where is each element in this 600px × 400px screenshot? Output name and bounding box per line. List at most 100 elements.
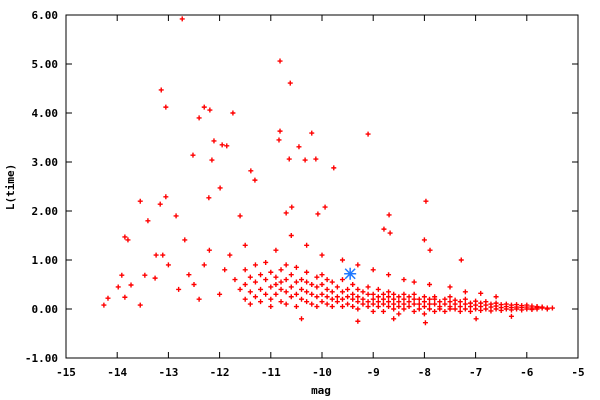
data-point-highlight: [344, 267, 357, 280]
data-point: [288, 272, 294, 278]
data-point: [125, 237, 131, 243]
data-point: [268, 296, 274, 302]
data-point: [277, 58, 283, 64]
data-point: [365, 284, 371, 290]
data-point: [299, 277, 305, 283]
data-point: [524, 302, 530, 308]
data-point: [411, 279, 417, 285]
data-point: [406, 294, 412, 300]
data-point: [268, 284, 274, 290]
data-point: [304, 269, 310, 275]
data-point: [447, 299, 453, 305]
data-point: [173, 213, 179, 219]
data-point: [329, 279, 335, 285]
data-point: [432, 308, 438, 314]
data-point: [163, 104, 169, 110]
data-point: [442, 308, 448, 314]
data-point: [529, 306, 535, 312]
x-tick-label: -8: [418, 366, 431, 379]
data-point: [339, 289, 345, 295]
data-point: [339, 304, 345, 310]
data-point: [447, 294, 453, 300]
data-point: [277, 128, 283, 134]
data-point: [273, 274, 279, 280]
data-point: [247, 274, 253, 280]
data-point: [105, 295, 111, 301]
data-point: [309, 291, 315, 297]
data-point: [467, 308, 473, 314]
x-tick-label: -9: [367, 366, 380, 379]
x-tick-label: -11: [261, 366, 281, 379]
data-point: [319, 272, 325, 278]
data-point: [355, 286, 361, 292]
data-point: [380, 301, 386, 307]
x-tick-label: -7: [469, 366, 482, 379]
data-point: [427, 247, 433, 253]
data-point: [467, 300, 473, 306]
data-point: [313, 156, 319, 162]
data-point: [380, 296, 386, 302]
data-point: [360, 301, 366, 307]
data-point: [242, 267, 248, 273]
data-point: [345, 301, 351, 307]
data-point: [293, 291, 299, 297]
data-point: [391, 296, 397, 302]
y-axis-label: L(time): [4, 164, 17, 210]
data-point: [268, 304, 274, 310]
data-point: [324, 301, 330, 307]
data-point: [237, 213, 243, 219]
y-tick-label: 5.00: [32, 58, 59, 71]
data-point: [422, 320, 428, 326]
data-point: [508, 313, 514, 319]
data-point: [401, 291, 407, 297]
data-point: [427, 306, 433, 312]
data-point: [206, 247, 212, 253]
data-point: [396, 299, 402, 305]
data-point: [360, 289, 366, 295]
data-point: [315, 211, 321, 217]
data-point: [163, 194, 169, 200]
data-point: [478, 290, 484, 296]
data-point: [493, 300, 499, 306]
data-point: [101, 302, 107, 308]
data-point: [396, 311, 402, 317]
data-point: [391, 291, 397, 297]
data-point: [286, 156, 292, 162]
data-point: [319, 252, 325, 258]
data-point: [447, 306, 453, 312]
data-point: [278, 299, 284, 305]
data-point: [370, 301, 376, 307]
data-point: [186, 272, 192, 278]
data-point: [462, 301, 468, 307]
data-point: [345, 286, 351, 292]
data-point: [503, 306, 509, 312]
data-point: [319, 282, 325, 287]
data-point: [386, 289, 392, 295]
data-point: [157, 201, 163, 207]
data-point: [314, 304, 320, 310]
data-point: [375, 299, 381, 305]
data-point: [421, 299, 427, 305]
data-point: [462, 289, 468, 295]
data-point: [391, 316, 397, 322]
data-point: [247, 289, 253, 295]
data-point: [457, 304, 463, 310]
data-point: [329, 304, 335, 310]
data-point: [209, 157, 215, 163]
data-point: [386, 272, 392, 278]
data-point: [401, 277, 407, 283]
data-point: [508, 302, 514, 308]
data-point: [242, 242, 248, 248]
data-point: [278, 267, 284, 273]
data-point: [276, 137, 282, 143]
x-tick-label: -14: [107, 366, 127, 379]
data-point: [350, 282, 356, 287]
data-point: [355, 294, 361, 300]
data-point: [442, 296, 448, 302]
data-point: [273, 247, 279, 253]
data-point: [452, 297, 458, 303]
data-point: [334, 294, 340, 300]
data-point: [339, 296, 345, 302]
data-point: [447, 284, 453, 290]
data-point: [283, 277, 289, 283]
